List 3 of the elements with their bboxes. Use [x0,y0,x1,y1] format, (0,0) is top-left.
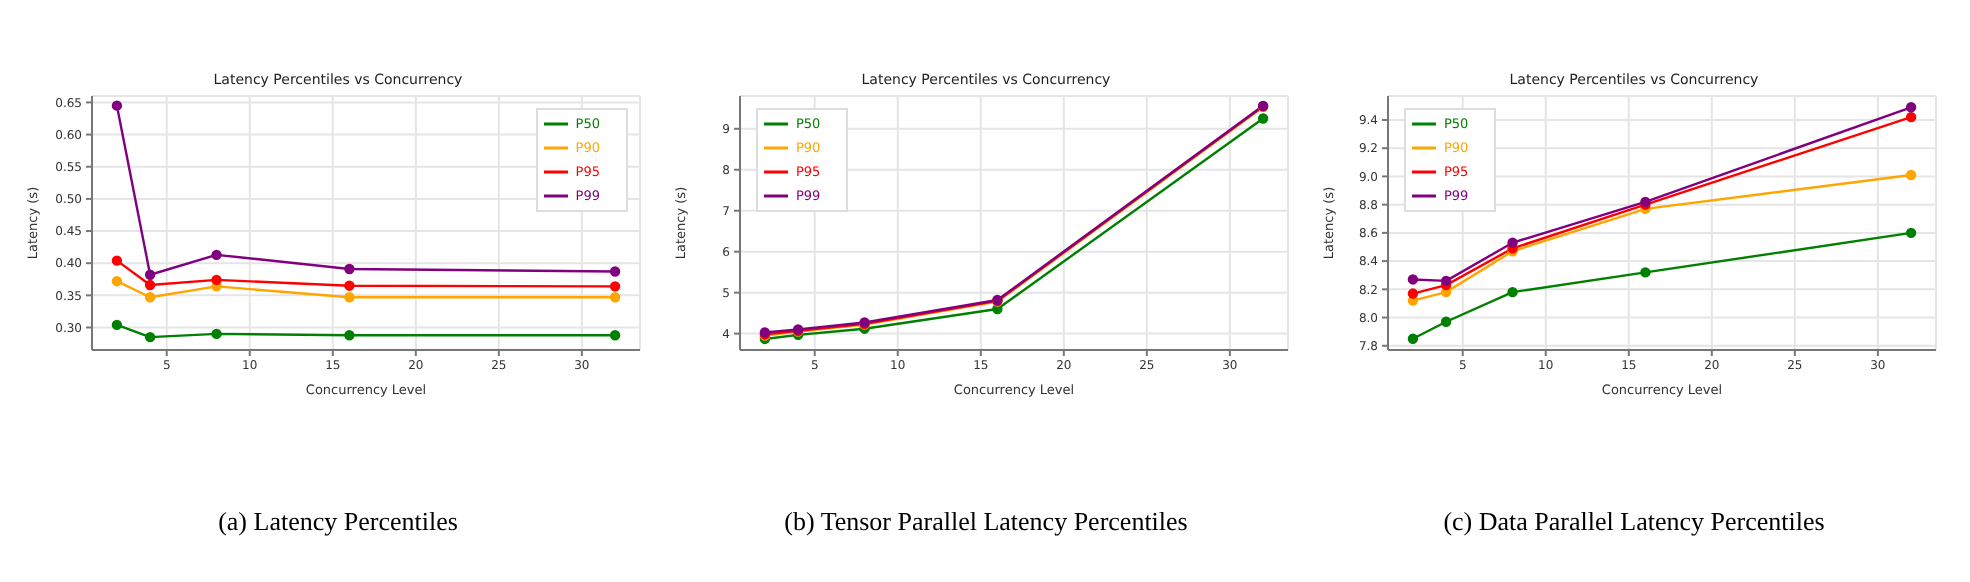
text: (b) Tensor Parallel Latency Percentiles [782,506,1190,538]
text: (a) Latency Percentiles [216,506,460,538]
text: (c) Data Parallel Latency Percentiles [1441,506,1827,538]
